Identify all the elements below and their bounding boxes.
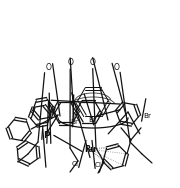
Text: Br: Br — [88, 117, 96, 123]
Text: O: O — [90, 58, 96, 67]
Text: Br: Br — [71, 119, 79, 125]
Text: O: O — [67, 58, 73, 67]
Text: Ru: Ru — [84, 145, 96, 154]
Text: Cl: Cl — [71, 161, 78, 168]
Text: O: O — [113, 63, 119, 72]
Text: P: P — [44, 131, 50, 140]
Text: Cl: Cl — [95, 162, 102, 168]
Text: Br: Br — [144, 113, 152, 119]
Text: O: O — [46, 63, 51, 72]
